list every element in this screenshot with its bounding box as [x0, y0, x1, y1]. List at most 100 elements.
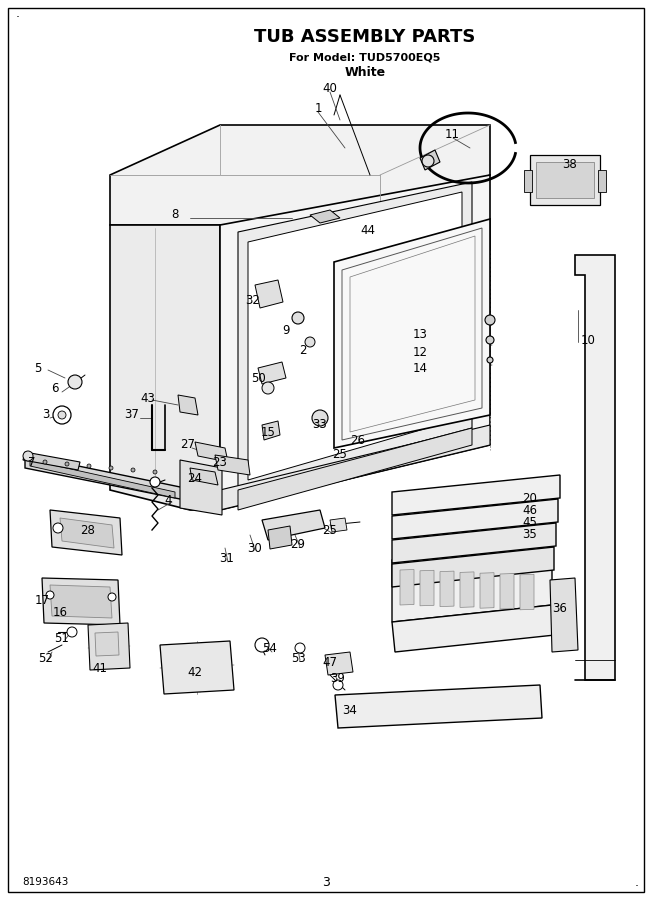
Circle shape [68, 375, 82, 389]
Text: 29: 29 [291, 538, 306, 552]
Text: 6: 6 [52, 382, 59, 394]
Polygon shape [440, 572, 454, 607]
Polygon shape [50, 510, 122, 555]
Circle shape [150, 477, 160, 487]
Text: 7: 7 [28, 455, 36, 469]
Text: ·: · [16, 12, 20, 24]
Text: 42: 42 [188, 665, 203, 679]
Text: 35: 35 [523, 528, 537, 542]
Polygon shape [248, 192, 462, 480]
Text: 41: 41 [93, 662, 108, 674]
Circle shape [487, 357, 493, 363]
Text: 8: 8 [171, 209, 179, 221]
Circle shape [262, 382, 274, 394]
Text: 40: 40 [323, 82, 338, 94]
Polygon shape [238, 182, 472, 490]
Text: 30: 30 [248, 542, 262, 554]
Circle shape [53, 406, 71, 424]
Text: 27: 27 [181, 438, 196, 452]
Text: 45: 45 [522, 516, 537, 528]
Text: 51: 51 [55, 632, 69, 644]
Polygon shape [392, 547, 554, 587]
Text: 34: 34 [342, 704, 357, 716]
Text: 38: 38 [563, 158, 578, 172]
Text: 5: 5 [35, 362, 42, 374]
Text: 4: 4 [164, 493, 171, 507]
Polygon shape [550, 578, 578, 652]
Text: 8193643: 8193643 [22, 877, 68, 887]
Polygon shape [95, 632, 119, 656]
Polygon shape [255, 280, 283, 308]
Polygon shape [480, 572, 494, 608]
Polygon shape [500, 573, 514, 609]
Text: 10: 10 [580, 334, 595, 346]
Text: 43: 43 [141, 392, 155, 404]
Polygon shape [420, 150, 440, 170]
Polygon shape [520, 574, 534, 610]
Polygon shape [400, 570, 414, 605]
Circle shape [43, 460, 47, 464]
Text: 25: 25 [323, 524, 338, 536]
Polygon shape [330, 518, 347, 532]
Text: 12: 12 [413, 346, 428, 358]
Polygon shape [23, 452, 80, 470]
Circle shape [58, 411, 66, 419]
Polygon shape [238, 428, 472, 510]
Circle shape [109, 466, 113, 470]
Polygon shape [524, 170, 532, 192]
Polygon shape [262, 510, 325, 540]
Polygon shape [325, 652, 353, 675]
Text: 31: 31 [220, 552, 235, 564]
Polygon shape [220, 425, 490, 510]
Circle shape [485, 315, 495, 325]
Circle shape [108, 593, 116, 601]
Polygon shape [392, 523, 556, 563]
Circle shape [292, 312, 304, 324]
Polygon shape [88, 623, 130, 670]
Circle shape [295, 643, 305, 653]
Circle shape [255, 638, 269, 652]
Polygon shape [530, 155, 600, 205]
Polygon shape [25, 455, 185, 500]
Text: 36: 36 [552, 601, 567, 615]
Text: 3: 3 [322, 876, 330, 888]
Circle shape [46, 591, 54, 599]
Polygon shape [392, 543, 552, 622]
Polygon shape [258, 362, 286, 384]
Polygon shape [598, 170, 606, 192]
Circle shape [53, 523, 63, 533]
Polygon shape [195, 442, 228, 462]
Text: 53: 53 [291, 652, 305, 664]
Circle shape [23, 451, 33, 461]
Polygon shape [60, 518, 114, 548]
Polygon shape [30, 460, 175, 498]
Circle shape [333, 680, 343, 690]
Text: 1: 1 [314, 102, 321, 114]
Text: 32: 32 [246, 293, 260, 307]
Text: 11: 11 [445, 129, 460, 141]
Text: 15: 15 [261, 426, 275, 438]
Polygon shape [160, 641, 234, 694]
Text: 26: 26 [351, 434, 366, 446]
Text: 39: 39 [331, 671, 346, 685]
Polygon shape [268, 526, 292, 549]
Polygon shape [392, 475, 560, 515]
Text: 44: 44 [361, 223, 376, 237]
Polygon shape [392, 605, 555, 652]
Text: 50: 50 [250, 372, 265, 384]
Text: 2: 2 [299, 344, 306, 356]
Text: 24: 24 [188, 472, 203, 484]
Polygon shape [42, 578, 120, 625]
Polygon shape [50, 585, 112, 618]
Circle shape [65, 462, 69, 466]
Text: 16: 16 [53, 606, 68, 618]
Circle shape [67, 627, 77, 637]
Text: 33: 33 [312, 418, 327, 431]
Circle shape [312, 410, 328, 426]
Text: 20: 20 [522, 491, 537, 505]
Text: 25: 25 [333, 448, 348, 462]
Text: TUB ASSEMBLY PARTS: TUB ASSEMBLY PARTS [254, 28, 476, 46]
Text: 28: 28 [81, 524, 95, 536]
Polygon shape [575, 255, 615, 680]
Text: .: . [635, 876, 639, 888]
